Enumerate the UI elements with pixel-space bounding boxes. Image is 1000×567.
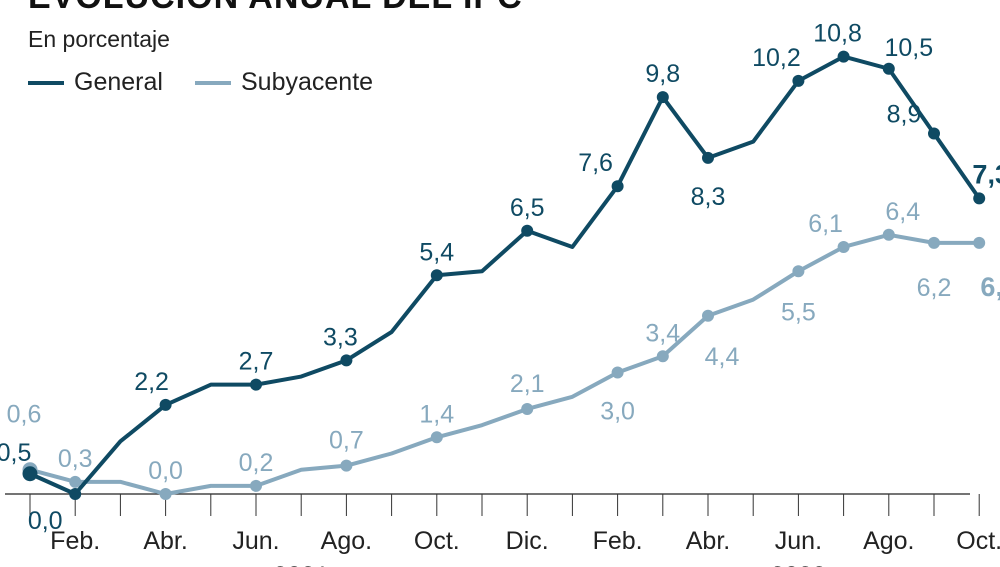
x-tick-label: Dic. (506, 527, 549, 555)
legend-label-general: General (74, 68, 163, 96)
data-point (837, 240, 850, 253)
x-tick-label: Oct. (414, 527, 460, 555)
data-point (702, 151, 714, 164)
year-label: 2022 (771, 562, 827, 567)
data-label-subyacente: 6,2 (980, 272, 1000, 302)
data-point (792, 74, 805, 87)
data-label-subyacente: 6,4 (885, 198, 920, 226)
data-point (973, 192, 986, 205)
x-tick-label: Abr. (143, 527, 187, 555)
data-point (250, 479, 262, 492)
x-tick-label: Jun. (232, 527, 279, 555)
data-label-general: 7,6 (578, 149, 613, 177)
data-point (611, 366, 624, 379)
legend-general: General (28, 68, 163, 97)
x-tick-label: Ago. (863, 527, 914, 555)
data-point (792, 265, 805, 278)
chart-title: EVOLUCIÓN ANUAL DEL IPC (28, 0, 523, 17)
data-label-subyacente: 0,3 (58, 445, 93, 473)
data-label-subyacente: 0,7 (329, 427, 364, 455)
data-label-general: 2,2 (134, 368, 169, 396)
data-label-general: 10,5 (884, 34, 933, 62)
data-point (837, 50, 850, 63)
data-point (928, 236, 940, 249)
x-tick-label: Oct. (956, 527, 1000, 555)
data-label-subyacente: 1,4 (419, 400, 454, 428)
x-tick-label: Jun. (775, 527, 822, 555)
data-label-general: 8,9 (887, 101, 922, 129)
data-point (702, 309, 714, 322)
data-label-general: 6,5 (510, 194, 545, 222)
year-label: 2021 (273, 562, 329, 567)
data-label-general: 10,8 (813, 20, 862, 48)
data-point (928, 127, 940, 140)
data-label-subyacente: 6,1 (808, 210, 843, 238)
data-label-subyacente: 5,5 (781, 298, 816, 326)
x-tick-label: Ago. (321, 527, 372, 555)
legend-subyacente: Subyacente (195, 68, 373, 97)
data-point (22, 466, 38, 482)
data-label-general: 2,7 (239, 348, 274, 376)
data-point (340, 354, 353, 367)
series-line-subyacente (28, 232, 982, 496)
data-point (159, 398, 172, 411)
data-point (521, 402, 534, 415)
data-label-subyacente: 0,2 (239, 449, 274, 477)
chart-subtitle: En porcentaje (28, 26, 170, 52)
data-point (611, 180, 624, 193)
data-point (656, 350, 669, 363)
x-tick-label: Feb. (50, 527, 100, 555)
data-label-general: 5,4 (419, 238, 454, 266)
data-point (159, 488, 172, 500)
data-point (882, 228, 895, 241)
data-label-subyacente: 3,4 (645, 319, 680, 347)
data-label-general: 0,5 (0, 439, 31, 467)
data-point (250, 378, 262, 391)
data-label-general: 8,3 (691, 183, 726, 211)
data-label-general: 10,2 (752, 44, 801, 72)
data-point (69, 488, 82, 500)
data-point (656, 91, 669, 104)
data-point (69, 475, 82, 488)
data-label-subyacente: 6,2 (917, 274, 952, 302)
data-point (430, 431, 443, 444)
data-label-subyacente: 3,0 (600, 398, 635, 426)
legend-label-subyacente: Subyacente (241, 68, 374, 96)
data-label-subyacente: 4,4 (705, 343, 740, 371)
data-label-general: 9,8 (645, 60, 680, 88)
data-label-subyacente: 2,1 (510, 370, 545, 398)
data-point (521, 224, 534, 237)
legend-swatch-subyacente (195, 80, 231, 85)
data-point (340, 459, 353, 472)
x-tick-label: Abr. (686, 527, 730, 555)
data-label-general: 3,3 (323, 323, 358, 351)
series-line-general (28, 54, 982, 496)
data-label-general: 7,3 (972, 159, 1000, 189)
legend-swatch-general (28, 80, 64, 85)
data-label-general: 0,0 (28, 507, 63, 535)
data-label-subyacente: 0,6 (7, 401, 42, 429)
data-label-subyacente: 0,0 (148, 457, 183, 485)
data-point (882, 62, 895, 75)
data-point (973, 236, 986, 249)
x-tick-label: Feb. (593, 527, 643, 555)
data-point (430, 269, 443, 282)
